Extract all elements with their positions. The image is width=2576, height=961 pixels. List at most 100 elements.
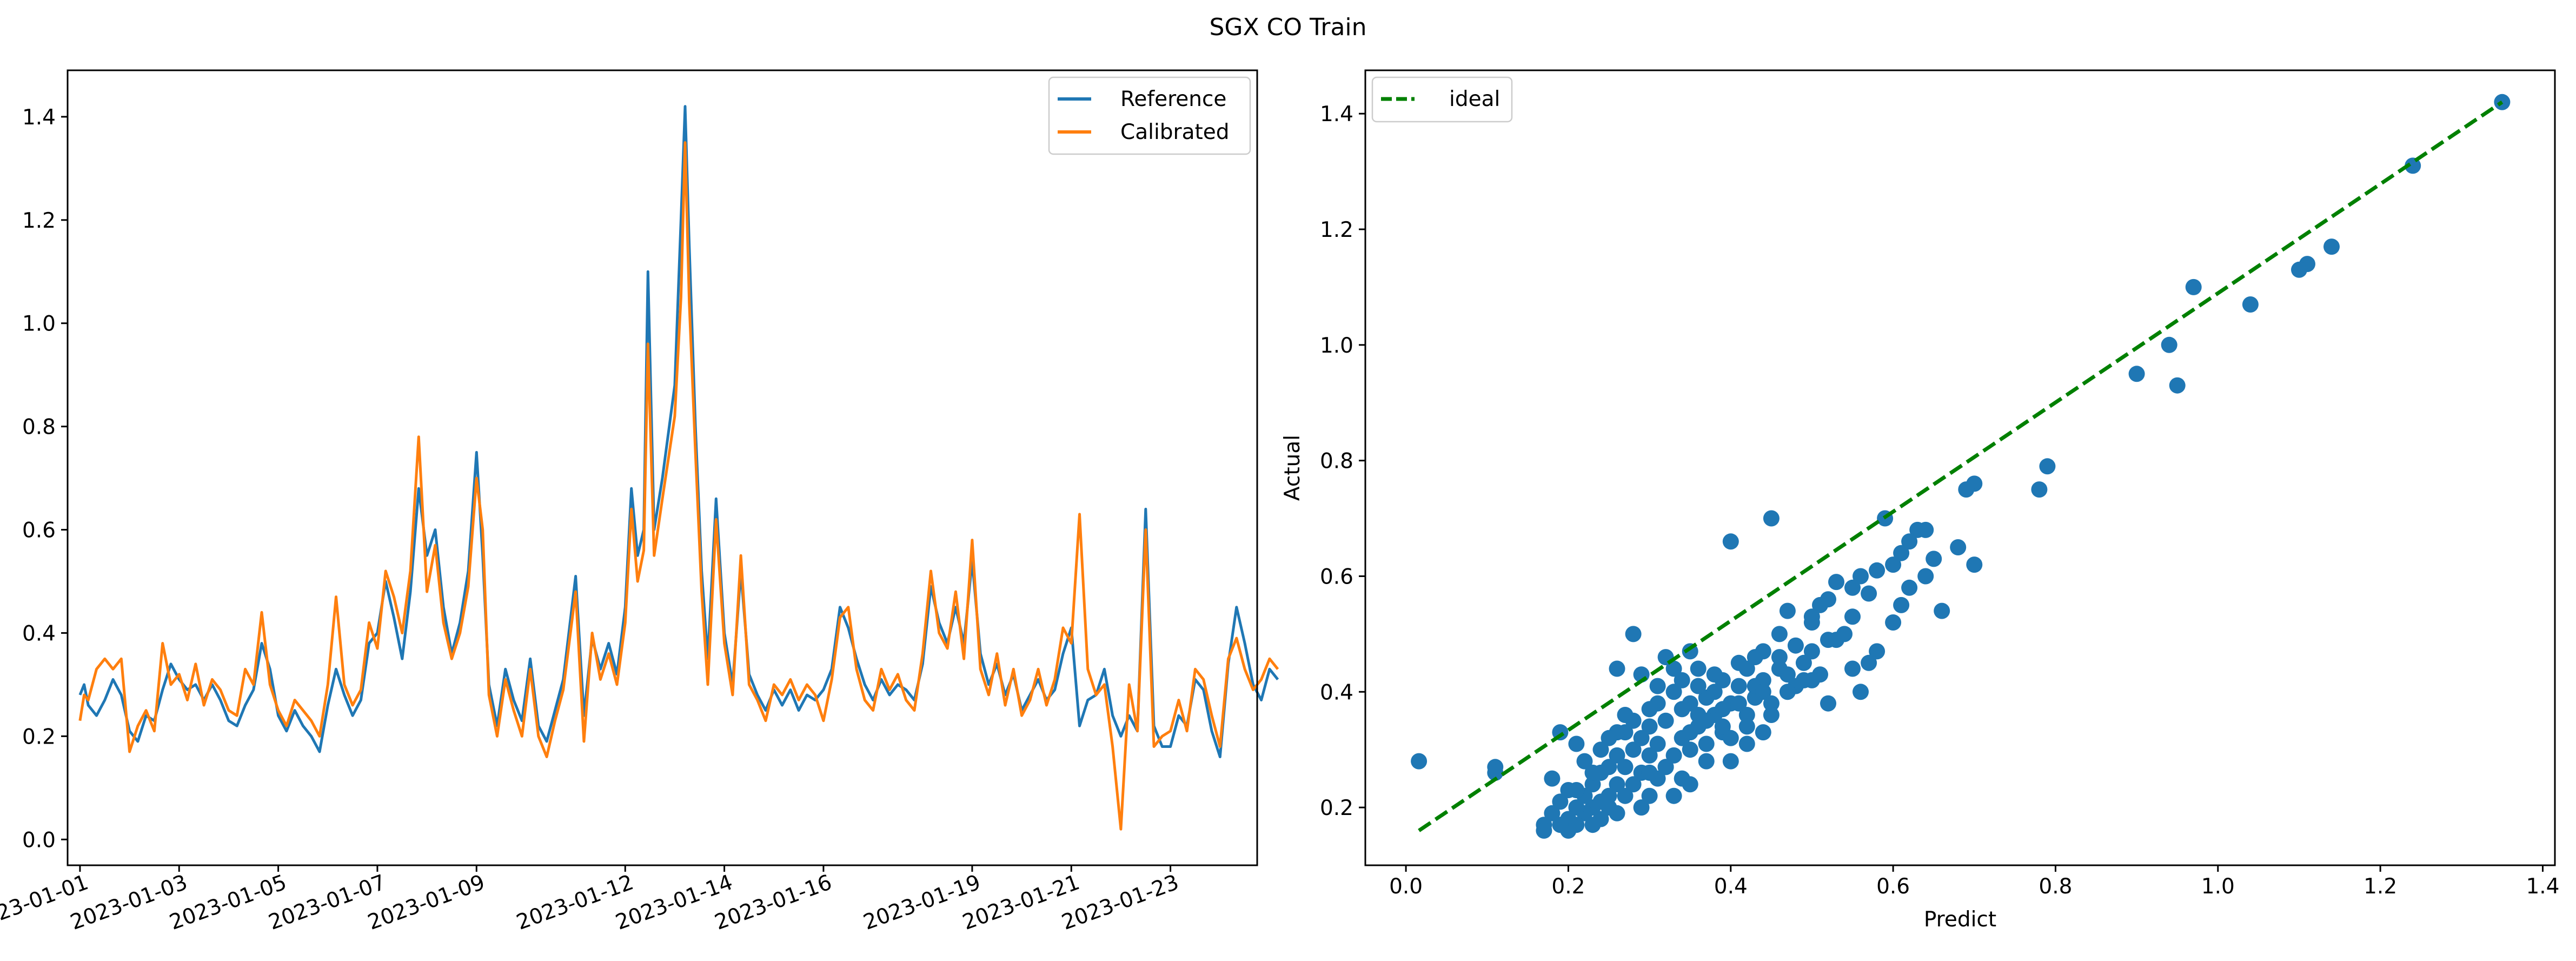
y-tick-label: 0.0 <box>22 828 56 852</box>
scatter-point <box>1885 614 1902 631</box>
scatter-point <box>1584 764 1601 781</box>
scatter-point <box>1665 747 1682 764</box>
scatter-point <box>1763 510 1780 527</box>
scatter-point <box>1747 649 1763 666</box>
scatter-point <box>1633 730 1650 746</box>
scatter-point <box>1755 684 1771 700</box>
scatter-point <box>1584 776 1601 793</box>
scatter-point <box>1803 608 1820 625</box>
scatter-point <box>1861 585 1877 602</box>
scatter-point <box>1641 701 1658 718</box>
scatter-point <box>2128 366 2145 382</box>
scatter-y-label: Actual <box>1280 435 1305 501</box>
scatter-point <box>1617 707 1634 723</box>
scatter-point <box>1730 654 1747 671</box>
scatter-point <box>1706 666 1723 683</box>
scatter-point <box>1682 724 1698 741</box>
scatter-legend: ideal <box>1371 76 1513 123</box>
x-tick-label: 0.0 <box>1389 874 1423 899</box>
y-tick-label: 1.4 <box>1320 102 1353 127</box>
scatter-point <box>1698 712 1715 729</box>
scatter-point <box>2323 238 2340 255</box>
scatter-point <box>1625 741 1642 758</box>
scatter-point <box>1641 787 1658 804</box>
scatter-point <box>1601 730 1617 746</box>
scatter-point <box>1609 776 1625 793</box>
scatter-point <box>1803 643 1820 660</box>
y-tick-label: 0.8 <box>1320 449 1353 474</box>
scatter-point <box>1730 695 1747 712</box>
time-series-axes-frame <box>67 69 1258 866</box>
scatter-point <box>1844 579 1861 596</box>
scatter-point <box>1958 481 1975 498</box>
scatter-point <box>1536 822 1552 839</box>
scatter-point <box>2169 377 2186 394</box>
scatter-point <box>1853 568 1869 585</box>
scatter-point <box>1617 759 1634 776</box>
scatter-point <box>1853 684 1869 700</box>
scatter-point <box>1714 718 1731 735</box>
scatter-point <box>1674 701 1690 718</box>
time-series-y-axis: 0.0 0.2 0.4 0.6 0.8 1.0 1.2 1.4 <box>22 105 68 852</box>
x-tick-label: 0.8 <box>2039 874 2072 899</box>
scatter-point <box>1690 678 1707 694</box>
scatter-point <box>1665 787 1682 804</box>
y-tick-label: 1.0 <box>22 312 56 336</box>
scatter-point <box>1584 817 1601 833</box>
scatter-point <box>1657 712 1674 729</box>
x-tick-label: 1.0 <box>2201 874 2235 899</box>
y-tick-label: 0.6 <box>22 519 56 543</box>
time-series-legend: Reference Calibrated <box>1048 76 1251 155</box>
y-tick-label: 1.2 <box>22 209 56 233</box>
scatter-point <box>1779 684 1796 700</box>
scatter-point <box>2039 458 2056 475</box>
y-tick-label: 1.4 <box>22 105 56 130</box>
scatter-point <box>1893 597 1910 613</box>
scatter-point <box>1844 608 1861 625</box>
scatter-point <box>1568 782 1585 798</box>
time-series-x-axis: 2023-01-012023-01-032023-01-052023-01-07… <box>0 865 1182 935</box>
scatter-point <box>1592 741 1609 758</box>
scatter-x-label: Predict <box>1924 907 1996 932</box>
scatter-point <box>1893 545 1910 561</box>
scatter-point <box>1738 718 1755 735</box>
scatter-point <box>1625 626 1642 642</box>
scatter-point <box>1844 660 1861 677</box>
time-series-panel: 0.0 0.2 0.4 0.6 0.8 1.0 1.2 1.4 2023-01-012023-… <box>0 69 1279 935</box>
scatter-point <box>1763 707 1780 723</box>
scatter-point <box>1901 533 1918 550</box>
legend-label-calibrated: Calibrated <box>1120 120 1230 144</box>
scatter-point <box>1722 753 1739 770</box>
scatter-point <box>1926 551 1942 567</box>
y-tick-label: 0.4 <box>1320 680 1353 705</box>
scatter-point <box>1552 817 1569 833</box>
legend-frame <box>1371 76 1513 123</box>
y-tick-label: 0.6 <box>1320 565 1353 589</box>
scatter-point <box>1544 770 1561 787</box>
x-tick-label: 0.2 <box>1551 874 1585 899</box>
scatter-point <box>1649 678 1666 694</box>
figure-title: SGX CO Train <box>1209 14 1366 41</box>
scatter-point <box>1869 643 1885 660</box>
y-tick-label: 1.0 <box>1320 334 1353 358</box>
scatter-point <box>1909 521 1926 538</box>
y-tick-label: 0.2 <box>22 725 56 749</box>
scatter-point <box>1657 759 1674 776</box>
scatter-point <box>1641 718 1658 735</box>
scatter-point <box>1950 539 1967 555</box>
scatter-point <box>1641 764 1658 781</box>
y-tick-label: 0.8 <box>22 415 56 440</box>
scatter-point <box>1934 602 1950 619</box>
scatter-point <box>2031 481 2048 498</box>
scatter-point <box>1730 678 1747 694</box>
scatter-point <box>1411 753 1428 770</box>
scatter-point <box>1552 793 1569 810</box>
scatter-point <box>1820 695 1836 712</box>
scatter-point <box>2242 296 2259 313</box>
scatter-point <box>1617 787 1634 804</box>
y-tick-label: 0.2 <box>1320 796 1353 820</box>
legend-label-ideal: ideal <box>1449 87 1500 111</box>
scatter-point <box>1674 770 1690 787</box>
x-tick-label: 1.4 <box>2526 874 2559 899</box>
scatter-y-axis: 0.2 0.4 0.6 0.8 1.0 1.2 1.4 <box>1320 102 1365 820</box>
